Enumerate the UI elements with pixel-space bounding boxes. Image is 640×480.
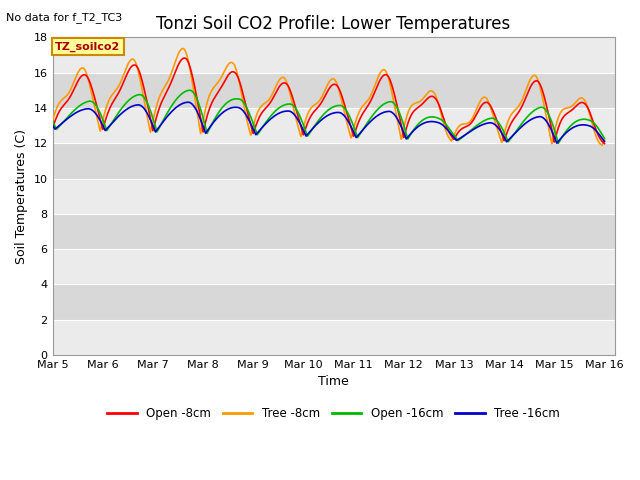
X-axis label: Time: Time: [318, 375, 349, 388]
Tree -8cm: [179, 46, 187, 51]
Open -16cm: [538, 105, 546, 110]
Open -16cm: [49, 119, 56, 124]
Tree -8cm: [598, 143, 606, 148]
Tree -16cm: [601, 139, 609, 144]
Open -8cm: [177, 59, 184, 64]
Open -16cm: [186, 87, 194, 93]
Tree -16cm: [438, 121, 445, 127]
Tree -16cm: [553, 140, 561, 146]
Tree -8cm: [538, 93, 546, 98]
Bar: [52, 108, 614, 143]
Tree -8cm: [49, 118, 56, 123]
Tree -16cm: [49, 122, 56, 128]
Bar: [52, 285, 614, 320]
Tree -16cm: [177, 102, 184, 108]
Open -8cm: [564, 109, 572, 115]
Open -8cm: [180, 55, 188, 61]
Tree -16cm: [564, 128, 572, 133]
Open -16cm: [177, 92, 184, 98]
Bar: [52, 249, 614, 285]
Tree -8cm: [601, 137, 609, 143]
Open -8cm: [600, 140, 607, 145]
Bar: [52, 320, 614, 355]
Y-axis label: Soil Temperatures (C): Soil Temperatures (C): [15, 129, 28, 264]
Tree -16cm: [538, 114, 546, 120]
Legend: Open -8cm, Tree -8cm, Open -16cm, Tree -16cm: Open -8cm, Tree -8cm, Open -16cm, Tree -…: [102, 402, 564, 425]
Line: Open -8cm: Open -8cm: [52, 58, 605, 144]
Open -16cm: [438, 117, 445, 123]
Open -8cm: [601, 141, 609, 146]
Line: Open -16cm: Open -16cm: [52, 90, 605, 143]
Tree -16cm: [600, 138, 607, 144]
Bar: [52, 214, 614, 249]
Open -16cm: [564, 125, 572, 131]
Tree -8cm: [397, 134, 404, 140]
Open -8cm: [49, 125, 56, 131]
Bar: [52, 72, 614, 108]
Open -8cm: [438, 108, 445, 114]
Tree -8cm: [564, 105, 572, 111]
Tree -16cm: [397, 122, 404, 128]
Bar: [52, 179, 614, 214]
Text: No data for f_T2_TC3: No data for f_T2_TC3: [6, 12, 123, 23]
Open -8cm: [538, 86, 546, 92]
Bar: [52, 143, 614, 179]
Line: Tree -8cm: Tree -8cm: [52, 48, 605, 145]
Open -16cm: [554, 140, 562, 146]
Open -8cm: [397, 120, 404, 125]
Line: Tree -16cm: Tree -16cm: [52, 102, 605, 143]
Tree -8cm: [438, 112, 445, 118]
Tree -8cm: [600, 139, 607, 144]
Text: TZ_soilco2: TZ_soilco2: [55, 42, 120, 52]
Open -16cm: [601, 135, 609, 141]
Open -16cm: [600, 134, 607, 140]
Bar: [52, 37, 614, 72]
Tree -8cm: [177, 48, 184, 53]
Open -16cm: [397, 113, 404, 119]
Tree -16cm: [184, 99, 192, 105]
Title: Tonzi Soil CO2 Profile: Lower Temperatures: Tonzi Soil CO2 Profile: Lower Temperatur…: [156, 15, 511, 33]
